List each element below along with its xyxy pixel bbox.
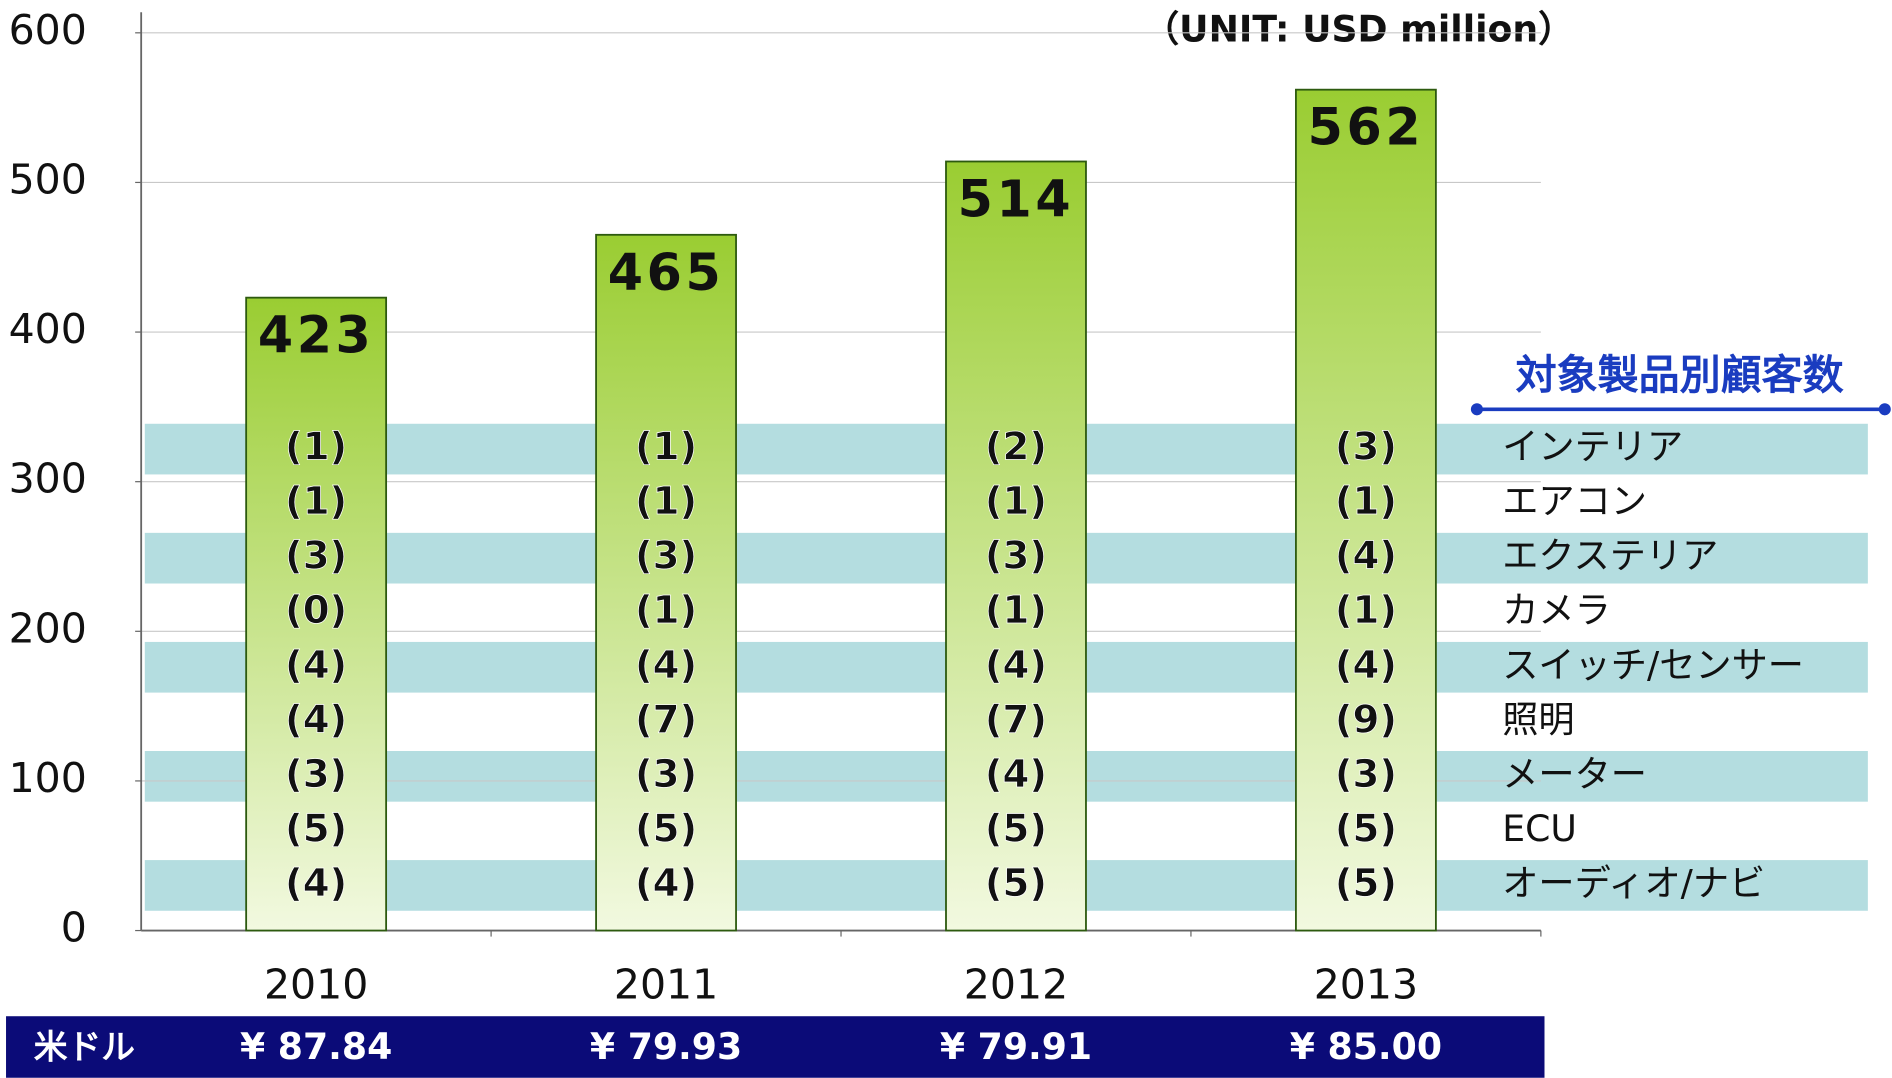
table-cell: (3) (635, 752, 697, 797)
table-cell: (4) (1335, 643, 1397, 688)
rate-cell: ¥ 79.91 (940, 1025, 1092, 1068)
y-tick-label: 100 (9, 754, 87, 802)
x-tick-label: 2013 (1314, 960, 1418, 1008)
bar (945, 160, 1087, 932)
table-cell: (7) (635, 697, 697, 742)
row-label: カメラ (1502, 589, 1611, 632)
table-cell: (1) (635, 479, 697, 524)
table-cell: (3) (285, 534, 347, 579)
table-cell: (5) (985, 806, 1047, 851)
table-cell: (1) (285, 479, 347, 524)
table-cell: (1) (985, 588, 1047, 633)
table-cell: (1) (635, 588, 697, 633)
table-cell: (3) (985, 534, 1047, 579)
underline-dot (1470, 403, 1483, 416)
y-tick-label: 300 (9, 455, 87, 503)
row-label: スイッチ/センサー (1502, 643, 1804, 686)
rate-cell: ¥ 79.93 (590, 1025, 742, 1068)
row-label: ECU (1502, 807, 1577, 850)
x-tick-label: 2010 (264, 960, 368, 1008)
table-cell: (3) (635, 534, 697, 579)
table-cell: (5) (985, 861, 1047, 906)
row-label: 照明 (1502, 698, 1574, 741)
table-cell: (4) (635, 861, 697, 906)
rate-cell: ¥ 85.00 (1290, 1025, 1442, 1068)
table-cell: (1) (635, 425, 697, 470)
table-cell: (5) (1335, 806, 1397, 851)
bar (595, 233, 737, 932)
table-cell: (5) (285, 806, 347, 851)
row-label: オーディオ/ナビ (1502, 861, 1765, 904)
y-tick-label: 400 (9, 305, 87, 353)
y-tick-label: 600 (9, 6, 87, 54)
table-cell: (0) (285, 588, 347, 633)
table-cell: (3) (1335, 425, 1397, 470)
table-cell: (4) (985, 752, 1047, 797)
table-cell: (4) (285, 643, 347, 688)
table-cell: (3) (285, 752, 347, 797)
rate-band (6, 1016, 1545, 1078)
bar (1295, 88, 1437, 932)
value-label: 514 (958, 170, 1075, 229)
table-cell: (1) (285, 425, 347, 470)
table-cell: (4) (985, 643, 1047, 688)
x-tick-label: 2011 (614, 960, 718, 1008)
x-tick-label: 2012 (964, 960, 1068, 1008)
bar (245, 296, 388, 932)
y-tick-label: 0 (61, 904, 87, 952)
value-label: 562 (1308, 98, 1425, 157)
value-label: 423 (258, 306, 375, 365)
table-cell: (4) (635, 643, 697, 688)
underline-dot (1878, 403, 1891, 416)
row-label: メーター (1502, 752, 1647, 795)
row-label: インテリア (1502, 425, 1683, 468)
table-cell: (3) (1335, 752, 1397, 797)
table-cell: (7) (985, 697, 1047, 742)
table-cell: (5) (1335, 861, 1397, 906)
y-tick-label: 500 (9, 155, 87, 203)
table-cell: (9) (1335, 697, 1397, 742)
row-label: エクステリア (1502, 534, 1718, 577)
table-cell: (4) (285, 861, 347, 906)
table-cell: (4) (1335, 534, 1397, 579)
table-cell: (1) (1335, 588, 1397, 633)
unit-annotation: （UNIT: USD million） (1143, 8, 1574, 51)
table-cell: (4) (285, 697, 347, 742)
table-cell: (1) (985, 479, 1047, 524)
value-label: 465 (608, 243, 725, 302)
rate-cell: ¥ 87.84 (240, 1025, 392, 1068)
table-cell: (1) (1335, 479, 1397, 524)
table-cell: (2) (985, 425, 1047, 470)
table-title: 対象製品別顧客数 (1516, 351, 1844, 399)
rate-label: 米ドル (34, 1027, 135, 1066)
y-tick-label: 200 (9, 604, 87, 652)
row-label: エアコン (1502, 480, 1647, 523)
table-cell: (5) (635, 806, 697, 851)
